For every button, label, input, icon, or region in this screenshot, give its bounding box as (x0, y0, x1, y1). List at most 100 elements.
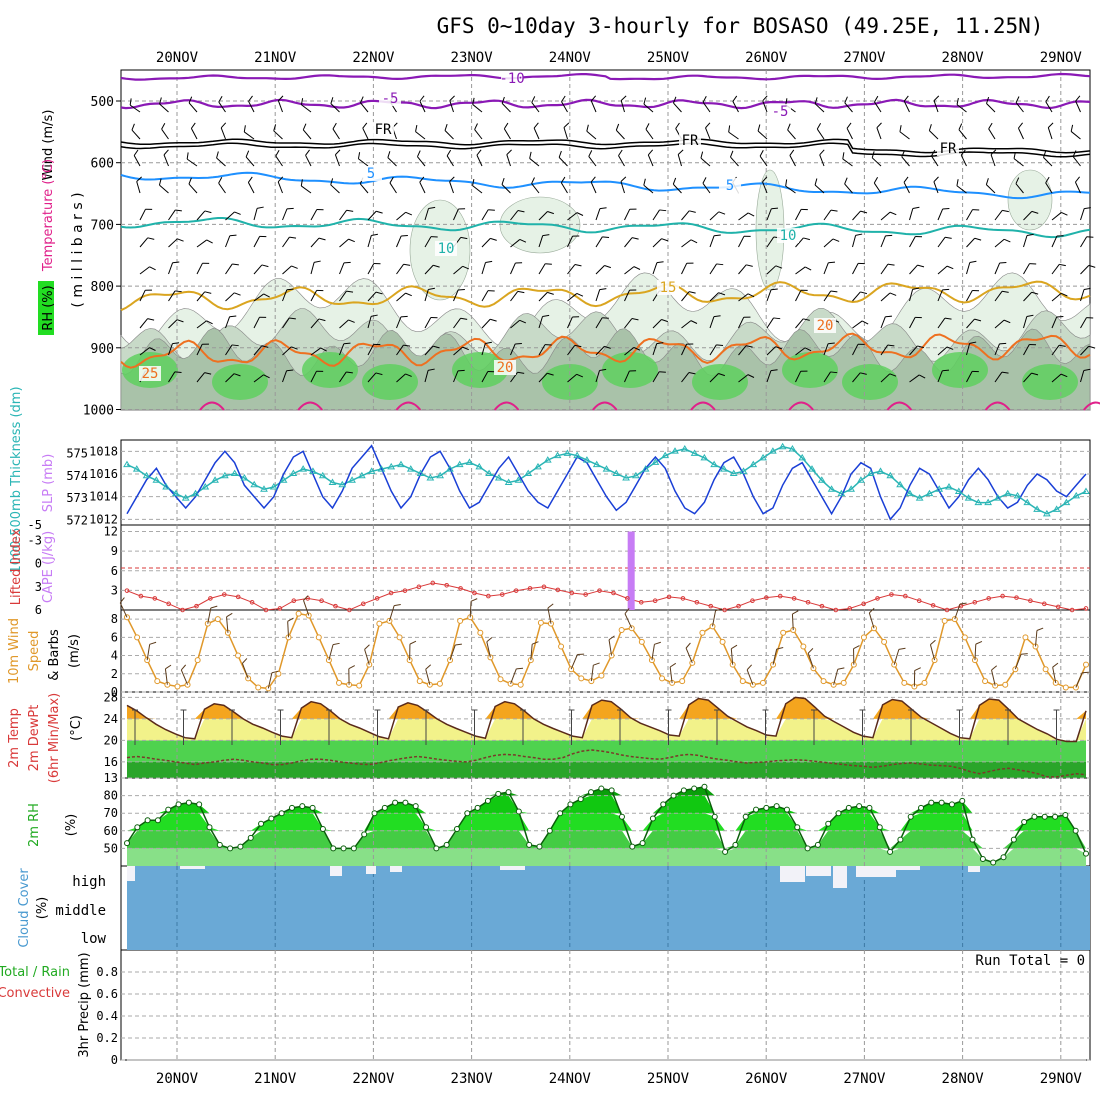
wind-barb-staff (967, 210, 973, 220)
wind10-barb-staff (365, 649, 370, 664)
cloud-high-patch (833, 866, 847, 888)
wind-barb (617, 150, 630, 166)
rh-line-point (908, 814, 913, 819)
wind-barb-flag (247, 177, 254, 182)
wind-barb (1052, 233, 1064, 249)
wind-barb-flag (634, 265, 640, 272)
wind-barb-flag (677, 150, 684, 155)
wind10-barb-flag (150, 641, 156, 645)
wind-barb-staff (221, 128, 225, 139)
wind10-line-point (357, 683, 362, 688)
wind-barb (226, 210, 241, 224)
wind10-line-point (861, 635, 866, 640)
wind-barb-flag (431, 315, 438, 321)
wind-barb-flag (260, 234, 267, 239)
wind-barb-flag (876, 123, 883, 128)
wind-barb (533, 123, 545, 139)
rh-line-point (630, 844, 635, 849)
wind10-barb-staff (955, 604, 960, 619)
wind-barb (340, 260, 351, 276)
wind-barb (819, 150, 830, 166)
wind-barb (710, 233, 721, 249)
wind10-line-point (508, 681, 513, 686)
wind-barb (739, 234, 751, 250)
wind-barb-flag (813, 179, 819, 185)
wind-barb-flag (490, 236, 496, 242)
wind10-barb-staff (242, 663, 248, 678)
wind10-barb-flag (792, 611, 798, 614)
isotherm-5 (121, 173, 1090, 198)
wind-barb-flag (783, 179, 789, 186)
wind-barb-flag (947, 264, 953, 270)
cloud-high-patch (968, 866, 980, 872)
wind-barb-flag (903, 177, 910, 182)
wind-barb (361, 123, 373, 139)
wind-barb-staff (991, 155, 995, 166)
wind-barb-staff (648, 155, 653, 166)
cloud-level-high: high (72, 874, 106, 890)
slp-line (127, 446, 1086, 520)
wind-barb (197, 238, 213, 252)
wind-barb-flag (942, 287, 949, 292)
wind-barb-flag (214, 152, 220, 158)
wind-barb-flag (207, 238, 213, 245)
wind-barb-staff (986, 185, 995, 193)
wind-barb (449, 177, 460, 193)
axis-tick-label: 12 (104, 525, 118, 539)
wind-barb-flag (843, 97, 850, 103)
wind-barb-staff (191, 128, 197, 139)
wind-barb (596, 263, 611, 278)
rh-line-point (125, 841, 130, 846)
wind10-barb-flag (577, 652, 584, 657)
wind-barb-staff (739, 265, 747, 274)
wind-barb-staff (1081, 237, 1087, 247)
wind-barb (903, 177, 915, 193)
wind-barb-staff (169, 263, 173, 274)
wind10-line-point (478, 630, 483, 635)
wind-barb (187, 97, 201, 112)
wind-barb-flag (347, 208, 354, 214)
wind-barb-flag (719, 210, 725, 216)
wind-barb-flag (1074, 96, 1081, 101)
freezing-label: FR (375, 122, 392, 138)
wind-barb-flag (242, 125, 248, 132)
wind-barb (140, 236, 154, 251)
wind-barb-staff (872, 158, 881, 166)
wind-barb (677, 150, 687, 166)
cloud-high-patch (330, 866, 342, 876)
wind-barb (482, 207, 495, 223)
wind-barb (254, 263, 268, 278)
isotherm-10 (121, 218, 1090, 237)
wind-barb (482, 236, 497, 251)
wind-barb (910, 263, 924, 278)
wind-barb-staff (596, 266, 604, 274)
wind-barb-staff (682, 211, 690, 220)
rh-line-point (558, 811, 563, 816)
wind-barb-staff (164, 155, 168, 166)
wind-barb (197, 209, 211, 224)
rh-line-point (341, 846, 346, 851)
wind-barb (1017, 123, 1029, 139)
rh-line-point (465, 811, 470, 816)
wind10-line-point (236, 653, 241, 658)
wind-barb-flag (374, 261, 381, 267)
wind-barb-flag (1002, 208, 1009, 214)
wind-barb-flag (446, 150, 453, 156)
wind-barb-staff (931, 156, 938, 166)
isotherm-label-10: 10 (780, 228, 797, 244)
wind-barb (710, 261, 723, 277)
wind-barb-flag (361, 123, 368, 128)
wind-barb-flag (862, 319, 868, 326)
isotherm-label-10: 10 (438, 241, 455, 257)
wind-barb-flag (984, 178, 990, 184)
wind-barb (824, 208, 838, 224)
wind-barb-staff (589, 156, 596, 166)
wind-barb-staff (534, 128, 539, 139)
wind-barb-staff (254, 265, 262, 274)
wind-barb-flag (527, 152, 533, 159)
wind10-barb-flag (486, 638, 493, 642)
wind10-barb-flag (670, 663, 676, 667)
wind-barb-flag (888, 262, 895, 268)
rh-line-point (764, 805, 769, 810)
wind-barb-staff (653, 263, 657, 274)
